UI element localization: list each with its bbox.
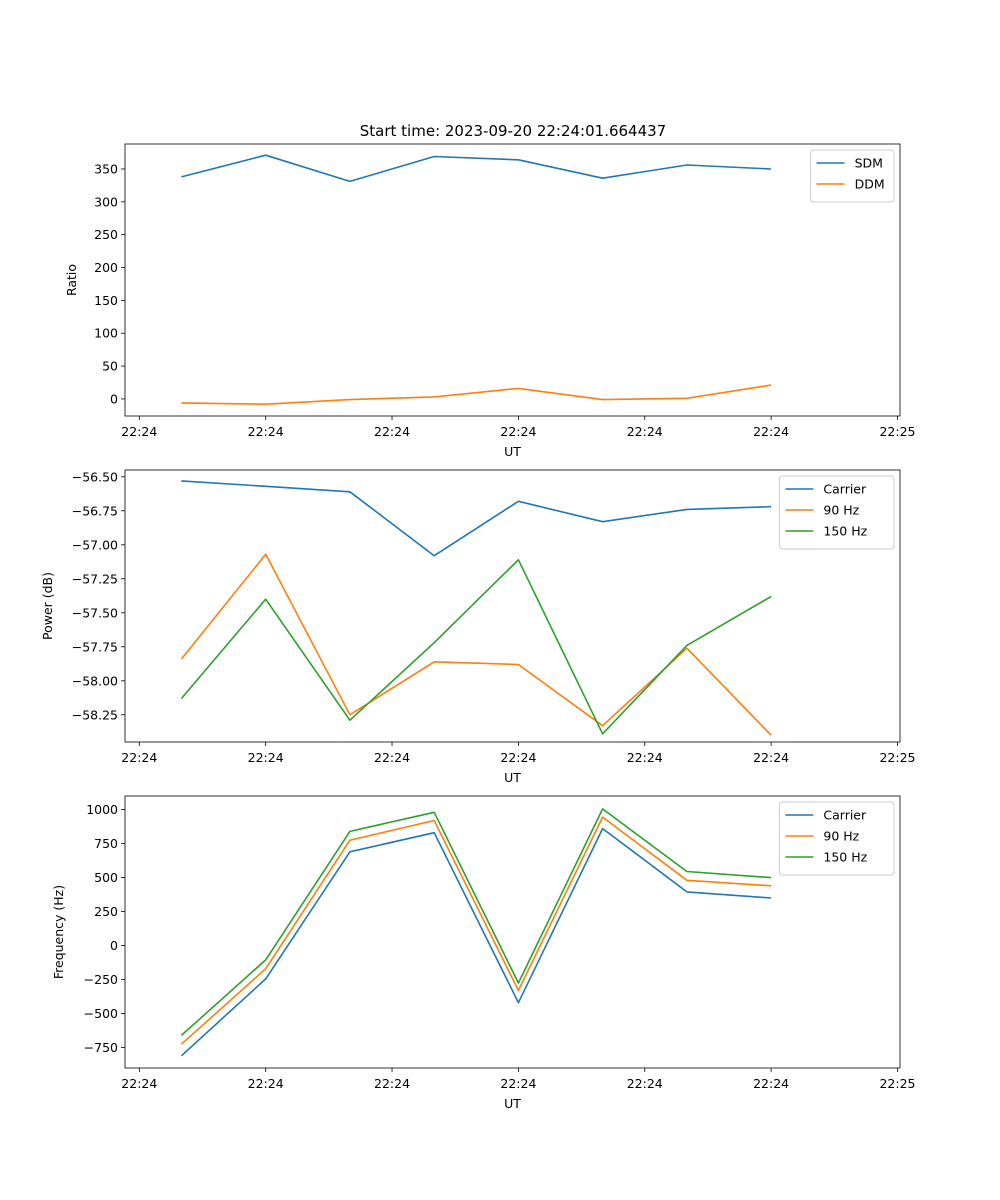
- axes-frame: [124, 795, 901, 1069]
- y-tick-label: −57.00: [72, 537, 118, 552]
- x-tick-label: 22:24: [374, 424, 410, 439]
- x-tick-label: 22:24: [627, 750, 663, 765]
- legend-label: 150 Hz: [823, 524, 867, 539]
- legend-label: DDM: [855, 177, 885, 192]
- x-tick-label: 22:24: [248, 750, 284, 765]
- y-tick-label: −57.50: [72, 605, 118, 620]
- legend: Carrier 90 Hz 150 Hz: [778, 475, 895, 550]
- y-tick-label: −57.25: [72, 571, 118, 586]
- legend: SDM DDM: [810, 149, 895, 203]
- x-tick-label: 22:24: [753, 424, 789, 439]
- y-tick-label: 250: [94, 227, 118, 242]
- panel-1: 22:24 22:24 22:24 22:24 22:24 22:24 22:25 0 50 10…: [64, 143, 915, 459]
- series-line-150-hz: [180, 558, 772, 735]
- panel-2: 22:24 22:24 22:24 22:24 22:24 22:24 22:25 −58.2…: [40, 469, 915, 785]
- y-tick-label: 1000: [86, 802, 118, 817]
- x-tick-label: 22:24: [753, 1076, 789, 1091]
- y-tick-label: 750: [94, 836, 118, 851]
- panel-3: 22:24 22:24 22:24 22:24 22:24 22:24 22:25 −750 −…: [51, 795, 915, 1111]
- axes-frame: [124, 143, 901, 417]
- x-axis-label: UT: [504, 770, 521, 785]
- series-line-150-hz: [180, 808, 772, 1036]
- x-tick-label: 22:25: [879, 424, 915, 439]
- y-tick-label: −56.75: [72, 503, 118, 518]
- legend-label: SDM: [855, 156, 883, 171]
- y-tick-label: −57.75: [72, 639, 118, 654]
- y-tick-label: −750: [84, 1040, 118, 1055]
- y-tick-label: −58.00: [72, 673, 118, 688]
- y-tick-label: 200: [94, 260, 118, 275]
- legend: Carrier 90 Hz 150 Hz: [778, 801, 895, 876]
- x-tick-label: 22:24: [500, 750, 536, 765]
- x-tick-label: 22:24: [121, 424, 157, 439]
- y-tick-label: 500: [94, 870, 118, 885]
- y-axis-label: Power (dB): [40, 572, 55, 640]
- y-tick-label: 250: [94, 904, 118, 919]
- y-tick-label: −250: [84, 972, 118, 987]
- legend-label: 150 Hz: [823, 850, 867, 865]
- x-axis-label: UT: [504, 444, 521, 459]
- series-line-carrier: [180, 827, 772, 1057]
- y-tick-label: 0: [110, 938, 118, 953]
- x-tick-label: 22:24: [500, 1076, 536, 1091]
- y-tick-label: −56.50: [72, 469, 118, 484]
- x-tick-label: 22:24: [248, 424, 284, 439]
- y-axis-label: Ratio: [64, 264, 79, 296]
- y-tick-label: 150: [94, 293, 118, 308]
- x-tick-label: 22:24: [374, 750, 410, 765]
- y-tick-label: 50: [102, 359, 118, 374]
- x-tick-label: 22:24: [121, 1076, 157, 1091]
- legend-label: Carrier: [823, 808, 867, 823]
- y-tick-label: 300: [94, 194, 118, 209]
- series-line-sdm: [181, 154, 772, 183]
- x-tick-label: 22:24: [121, 750, 157, 765]
- legend-label: Carrier: [823, 482, 867, 497]
- x-tick-label: 22:24: [374, 1076, 410, 1091]
- legend-label: 90 Hz: [823, 829, 859, 844]
- figure-title: Start time: 2023-09-20 22:24:01.664437: [360, 122, 666, 140]
- y-tick-label: 100: [94, 326, 118, 341]
- panels: 22:24 22:24 22:24 22:24 22:24 22:24 22:25 0 50 10…: [40, 143, 915, 1111]
- y-tick-label: −500: [84, 1006, 118, 1021]
- y-tick-label: −58.25: [72, 707, 118, 722]
- x-tick-label: 22:24: [627, 1076, 663, 1091]
- x-tick-label: 22:24: [500, 424, 536, 439]
- x-tick-label: 22:24: [627, 424, 663, 439]
- y-tick-label: 350: [94, 161, 118, 176]
- x-tick-label: 22:25: [879, 1076, 915, 1091]
- x-tick-label: 22:24: [753, 750, 789, 765]
- legend-label: 90 Hz: [823, 503, 859, 518]
- series-line-ddm: [181, 384, 772, 406]
- y-tick-label: 0: [110, 391, 118, 406]
- series-line-carrier: [181, 480, 772, 557]
- y-axis-label: Frequency (Hz): [51, 885, 66, 979]
- axes-frame: [124, 469, 901, 743]
- series-line-90-hz: [180, 816, 772, 1045]
- x-tick-label: 22:24: [248, 1076, 284, 1091]
- x-axis-label: UT: [504, 1096, 521, 1111]
- x-tick-label: 22:25: [879, 750, 915, 765]
